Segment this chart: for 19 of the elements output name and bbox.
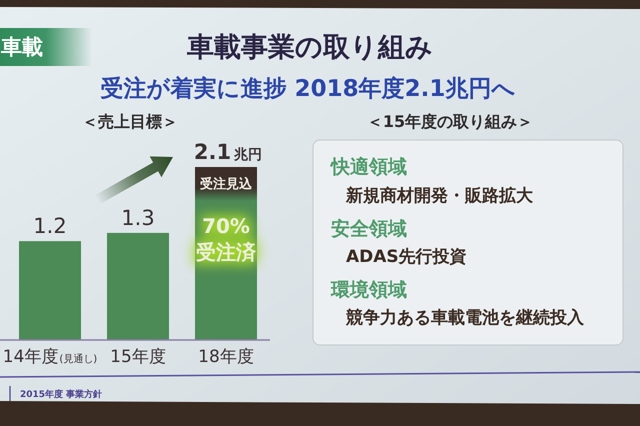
x-tick-label: 14年度(見通し) xyxy=(2,347,98,367)
text: ADAS先行投資 xyxy=(346,247,467,267)
text: 2015年度 事業方針 xyxy=(20,389,102,400)
text: ＜15年度の取り組み＞ xyxy=(366,112,534,131)
x-tick-label: 15年度 xyxy=(110,347,166,367)
chart-subtitle: 受注が着実に進捗 2018年度2.1兆円へ xyxy=(100,75,516,102)
x-tick-label: 18年度 xyxy=(198,347,254,367)
text: 新規商材開発・販路拡大 xyxy=(345,186,534,206)
text: ＜売上目標＞ xyxy=(82,112,178,131)
data-label: 1.2 xyxy=(33,214,67,238)
text: 競争力ある車載電池を継続投入 xyxy=(345,308,585,328)
annotation: 70% 受注済 xyxy=(196,214,257,264)
text: 快適領域 xyxy=(329,156,407,178)
chart-title: 車載事業の取り組み xyxy=(186,32,433,63)
text: 車載 xyxy=(0,35,43,59)
annotation: 受注見込 xyxy=(199,176,253,192)
data-label: 1.3 xyxy=(121,206,155,230)
text: 環境領域 xyxy=(330,279,407,301)
text: 安全領域 xyxy=(331,218,407,240)
